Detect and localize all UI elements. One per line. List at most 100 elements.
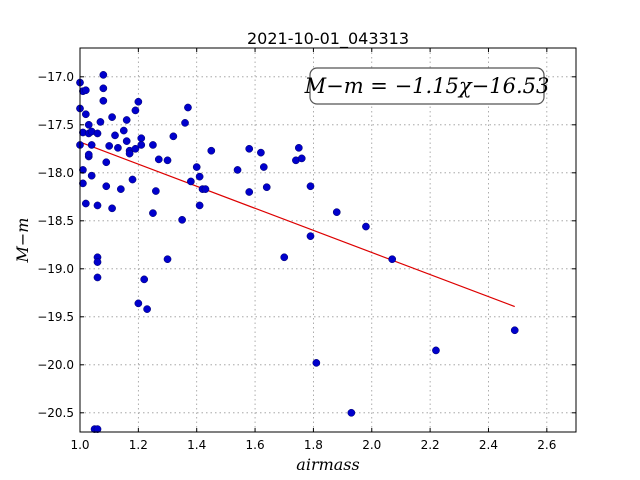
data-point — [122, 137, 131, 145]
data-point — [163, 255, 172, 264]
data-point — [93, 201, 102, 210]
fit-line-layer — [79, 141, 515, 308]
data-point — [306, 182, 315, 191]
data-point — [105, 142, 114, 150]
data-point — [96, 118, 105, 126]
y-tick-labels: −17.0 −17.5 −18.0 −18.5 −19.0 −19.5 −20.0 −20.5 — [37, 70, 74, 420]
data-point — [195, 172, 204, 181]
data-point — [81, 199, 90, 208]
data-point — [245, 144, 254, 153]
data-point — [108, 204, 116, 213]
data-point — [87, 141, 96, 149]
data-point — [87, 171, 96, 180]
data-point — [102, 182, 111, 191]
data-point — [297, 154, 306, 163]
data-point — [79, 166, 87, 174]
data-point — [169, 132, 178, 141]
data-point — [143, 305, 151, 313]
y-tick-label: −20.0 — [37, 358, 74, 372]
data-point — [93, 129, 102, 138]
data-point — [195, 201, 204, 210]
data-point — [93, 258, 102, 266]
y-tick-label: −17.5 — [37, 118, 74, 132]
data-point — [134, 97, 143, 106]
data-point — [184, 103, 192, 112]
data-point — [262, 183, 271, 192]
data-point — [201, 185, 210, 193]
x-axis-label: airmass — [296, 455, 359, 474]
data-point — [128, 175, 137, 184]
data-point — [432, 346, 440, 355]
data-point — [81, 110, 90, 119]
data-point — [125, 149, 134, 158]
data-point — [108, 113, 116, 121]
axis-ticks — [79, 48, 576, 432]
data-point — [152, 187, 160, 195]
x-tick-labels: 1.0 1.2 1.4 1.6 1.8 2.0 2.2 2.4 2.6 — [70, 438, 556, 452]
data-point — [510, 326, 519, 335]
data-point — [131, 144, 140, 153]
y-tick-label: −19.5 — [37, 310, 74, 324]
data-point — [93, 425, 102, 433]
x-tick-label: 1.4 — [187, 438, 206, 452]
x-tick-label: 2.6 — [537, 438, 556, 452]
data-point — [163, 156, 172, 165]
data-point — [149, 209, 157, 217]
data-point — [93, 273, 102, 282]
chart-title: 2021-10-01_043313 — [247, 29, 409, 49]
data-point — [347, 408, 356, 417]
data-point — [332, 208, 341, 217]
data-point — [114, 143, 122, 152]
y-axis-label: M−m — [13, 218, 32, 264]
data-point — [312, 359, 321, 367]
x-tick-label: 1.6 — [246, 438, 265, 452]
data-point — [178, 215, 186, 224]
data-point — [140, 275, 149, 284]
data-point — [84, 150, 93, 159]
data-point — [137, 141, 146, 149]
y-tick-label: −19.0 — [37, 262, 74, 276]
data-point — [181, 119, 189, 127]
plot-frame — [79, 47, 577, 433]
data-points — [76, 71, 519, 433]
fit-line — [79, 141, 515, 308]
data-point — [233, 166, 242, 174]
plot-area — [80, 48, 576, 432]
y-tick-label: −18.5 — [37, 214, 74, 228]
data-point — [192, 163, 201, 171]
data-point — [187, 177, 195, 186]
x-tick-label: 1.2 — [129, 438, 148, 452]
data-point — [99, 71, 108, 79]
data-point — [207, 146, 216, 155]
data-point — [259, 163, 268, 171]
data-point — [122, 116, 131, 124]
data-point — [280, 253, 289, 262]
x-tick-label: 2.4 — [479, 438, 498, 452]
data-point — [362, 222, 370, 231]
data-point — [245, 188, 254, 196]
data-point — [294, 143, 303, 152]
data-point — [137, 134, 146, 143]
data-point — [116, 185, 125, 193]
data-point — [99, 84, 108, 93]
data-point — [154, 155, 163, 164]
data-point — [84, 120, 93, 129]
x-tick-label: 2.0 — [362, 438, 381, 452]
data-point — [102, 158, 111, 167]
data-point — [131, 106, 140, 115]
data-point — [134, 299, 143, 308]
data-point — [149, 141, 157, 149]
y-tick-label: −17.0 — [37, 70, 74, 84]
data-point — [257, 148, 265, 157]
fit-equation-frame — [309, 67, 545, 105]
x-tick-label: 1.0 — [70, 438, 89, 452]
data-point — [79, 179, 87, 188]
data-point — [119, 126, 128, 135]
data-point — [81, 86, 90, 95]
y-tick-label: −18.0 — [37, 166, 74, 180]
fit-equation-box: M−m = −1.15χ−16.53 — [304, 67, 550, 105]
fit-equation: M−m = −1.15χ−16.53 — [304, 74, 550, 98]
data-point — [306, 232, 315, 241]
data-point — [111, 131, 119, 140]
